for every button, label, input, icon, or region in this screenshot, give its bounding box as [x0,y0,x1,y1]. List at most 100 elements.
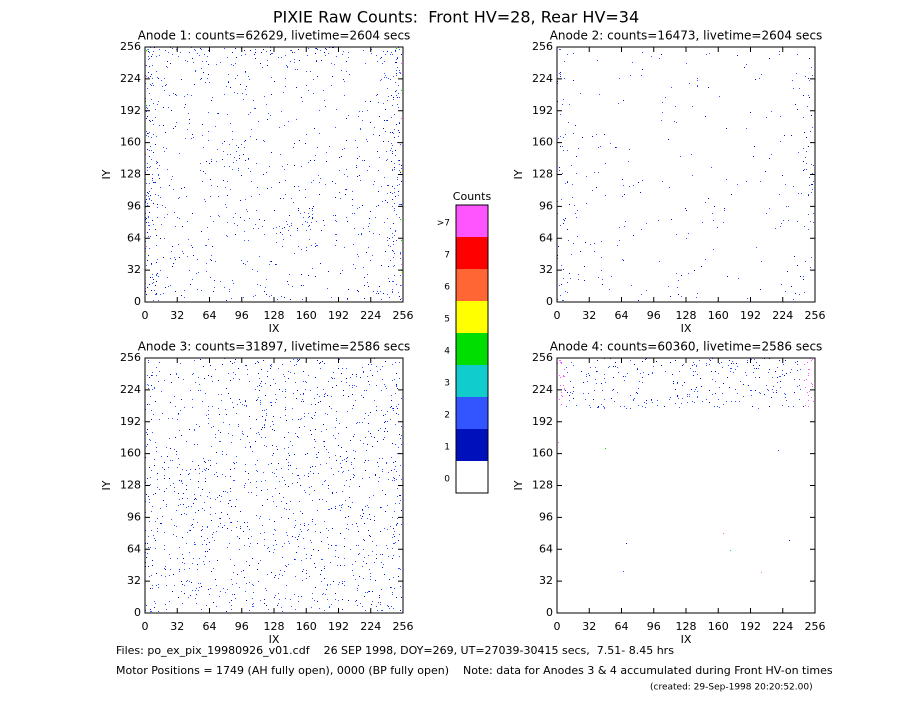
x-tick-label: 192 [740,309,761,322]
y-axis-label: IY [100,480,113,490]
x-tick-label: 160 [708,620,729,633]
y-tick-label: 224 [120,383,141,396]
x-axis-label: IX [681,633,692,646]
y-axis-label: IY [512,480,525,490]
y-tick-label: 64 [127,231,141,244]
x-tick-label: 256 [393,620,414,633]
colorbar-label: 6 [444,283,450,293]
y-tick-label: 128 [532,479,553,492]
count-texture [557,49,814,301]
colorbar-label: 5 [444,315,450,325]
y-tick-label: 160 [532,136,553,149]
colorbar: Counts >7 7 6 5 4 3 2 1 0 [437,190,492,494]
count-texture [605,448,606,449]
count-texture [145,48,402,271]
x-tick-label: 224 [360,309,381,322]
x-axis-label: IX [681,322,692,335]
x-tick-label: 0 [142,309,149,322]
y-tick-label: 192 [532,104,553,117]
y-tick-label: 96 [539,510,553,523]
x-tick-label: 32 [582,620,596,633]
x-tick-label: 128 [264,309,285,322]
plot-frame [144,46,404,303]
y-tick-label: 0 [546,295,553,308]
count-texture [145,51,402,273]
footer-motor: Motor Positions = 1749 (AH fully open), … [116,664,833,677]
y-tick-label: 128 [532,168,553,181]
x-tick-label: 224 [772,309,793,322]
y-tick-label: 192 [532,415,553,428]
colorbar-swatch [456,333,488,365]
plot-panel: Anode 4: counts=60360, livetime=2586 sec… [512,340,826,647]
x-tick-label: 32 [170,620,184,633]
x-tick-label: 0 [554,309,561,322]
colorbar-label: >7 [437,219,450,229]
x-tick-label: 192 [328,309,349,322]
colorbar-label: 2 [444,411,450,421]
x-tick-label: 96 [647,309,661,322]
colorbar-title: Counts [453,190,492,203]
plot-panel: Anode 1: counts=62629, livetime=2604 sec… [100,29,414,336]
colorbar-label: 0 [444,475,450,485]
plot-panel: Anode 2: counts=16473, livetime=2604 sec… [512,29,826,336]
x-tick-label: 256 [393,309,414,322]
colorbar-swatch [456,397,488,429]
footer-created: (created: 29-Sep-1998 20:20:52.00) [650,683,813,693]
y-tick-label: 224 [532,72,553,85]
x-tick-label: 224 [772,620,793,633]
plot-frame [144,357,404,614]
y-tick-label: 224 [532,383,553,396]
x-tick-label: 32 [582,309,596,322]
y-tick-label: 32 [539,574,553,587]
colorbar-swatch [456,429,488,461]
y-tick-label: 256 [120,351,141,364]
y-tick-label: 96 [127,510,141,523]
y-tick-label: 192 [120,104,141,117]
x-tick-label: 256 [805,309,826,322]
y-tick-label: 160 [532,447,553,460]
y-tick-label: 96 [539,199,553,212]
x-tick-label: 96 [235,620,249,633]
y-tick-label: 160 [120,447,141,460]
x-tick-label: 64 [615,620,629,633]
count-texture [557,358,814,573]
x-axis-label: IX [269,322,280,335]
count-texture [145,359,402,612]
panel-title: Anode 4: counts=60360, livetime=2586 sec… [550,340,823,354]
y-tick-label: 64 [127,542,141,555]
x-tick-label: 256 [805,620,826,633]
x-tick-label: 160 [296,309,317,322]
x-tick-label: 96 [647,620,661,633]
y-tick-label: 0 [546,606,553,619]
count-texture [145,47,402,301]
y-tick-label: 256 [532,351,553,364]
x-tick-label: 192 [328,620,349,633]
page-title: PIXIE Raw Counts: Front HV=28, Rear HV=3… [273,8,639,27]
colorbar-swatch [456,205,488,237]
x-tick-label: 0 [142,620,149,633]
x-tick-label: 160 [296,620,317,633]
plot-frame [556,357,816,614]
y-axis-label: IY [100,169,113,179]
x-tick-label: 64 [615,309,629,322]
y-tick-label: 96 [127,199,141,212]
count-texture [145,63,402,299]
count-texture [145,358,402,612]
x-tick-label: 128 [264,620,285,633]
y-tick-label: 224 [120,72,141,85]
x-axis-label: IX [269,633,280,646]
y-tick-label: 256 [532,40,553,53]
colorbar-swatch [456,461,488,493]
colorbar-label: 3 [444,379,450,389]
y-tick-label: 32 [127,263,141,276]
count-texture [565,358,804,544]
y-tick-label: 0 [134,295,141,308]
x-tick-label: 224 [360,620,381,633]
count-texture [145,47,402,301]
y-tick-label: 256 [120,40,141,53]
panel-title: Anode 2: counts=16473, livetime=2604 sec… [550,29,823,43]
colorbar-swatch [456,301,488,333]
x-tick-label: 32 [170,309,184,322]
y-tick-label: 128 [120,168,141,181]
